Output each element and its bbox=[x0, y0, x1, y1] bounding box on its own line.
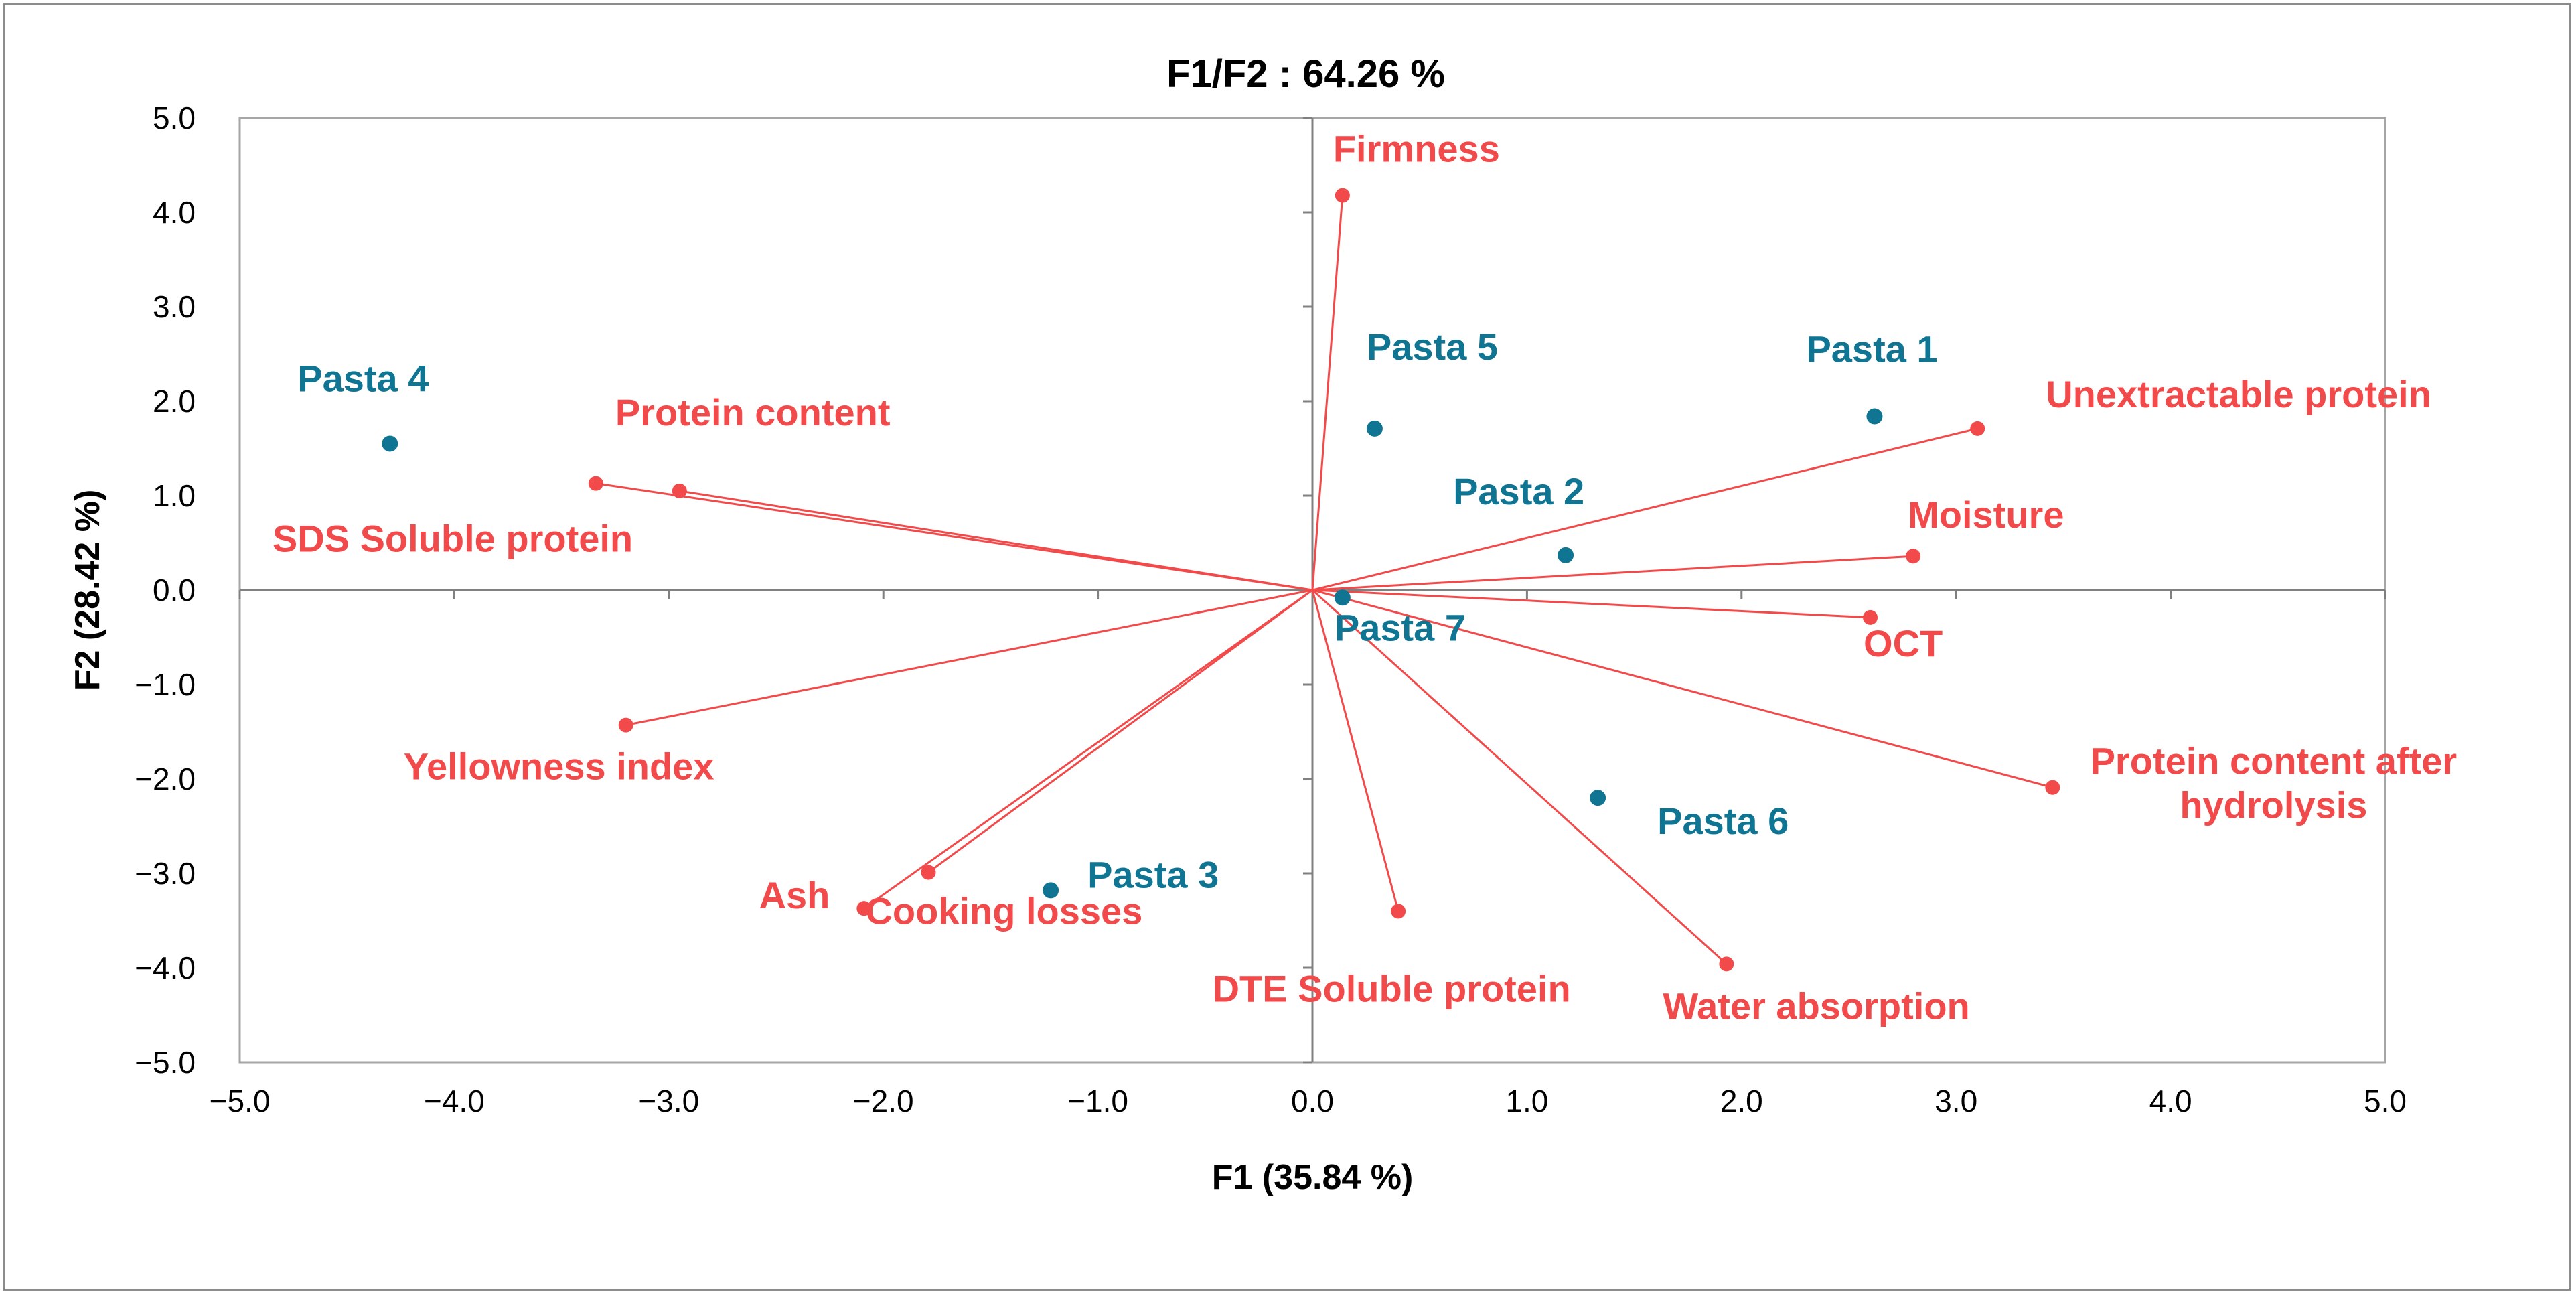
variable-point-yellowness-index bbox=[618, 717, 633, 733]
variable-vector-oct bbox=[1312, 589, 1871, 619]
variable-label-oct: OCT bbox=[1864, 622, 1943, 664]
x-tick-label: −5.0 bbox=[210, 1084, 271, 1119]
y-tick-label: 3.0 bbox=[153, 289, 196, 324]
observation-label-pasta-3: Pasta 3 bbox=[1087, 853, 1219, 895]
variable-label-yellowness-index: Yellowness index bbox=[404, 745, 714, 788]
y-tick-label: −4.0 bbox=[135, 950, 196, 985]
variable-point-protein-content bbox=[672, 483, 687, 498]
y-tick-label: −5.0 bbox=[135, 1045, 196, 1080]
observation-label-pasta-2: Pasta 2 bbox=[1453, 470, 1584, 512]
variable-point-cooking-losses bbox=[921, 865, 936, 880]
y-tick-label: 4.0 bbox=[153, 195, 196, 230]
x-tick-label: 0.0 bbox=[1291, 1084, 1334, 1119]
variable-vector-water-absorption bbox=[1311, 589, 1728, 965]
observation-label-pasta-4: Pasta 4 bbox=[297, 357, 429, 399]
x-tick-label: 3.0 bbox=[1935, 1084, 1977, 1119]
y-tick-label: −2.0 bbox=[135, 762, 196, 796]
variable-label-unextractable-protein: Unextractable protein bbox=[2046, 373, 2431, 415]
chart-frame bbox=[3, 3, 2571, 1291]
y-tick-label: 1.0 bbox=[153, 478, 196, 513]
variable-label-ash: Ash bbox=[759, 874, 830, 916]
observation-label-pasta-5: Pasta 5 bbox=[1367, 326, 1498, 368]
variable-point-water-absorption bbox=[1719, 956, 1734, 972]
observation-point-pasta-1 bbox=[1866, 408, 1883, 425]
x-tick-label: −2.0 bbox=[853, 1084, 914, 1119]
variable-vector-protein-content-after-hydrolysis bbox=[1312, 589, 2053, 789]
observation-point-pasta-7 bbox=[1334, 589, 1351, 606]
observation-point-pasta-4 bbox=[382, 435, 398, 452]
variable-point-oct bbox=[1863, 609, 1878, 625]
observation-point-pasta-5 bbox=[1366, 420, 1383, 437]
variable-label-cooking-losses: Cooking losses bbox=[865, 890, 1142, 932]
variable-label-sds-soluble-protein: SDS Soluble protein bbox=[273, 518, 633, 560]
observation-point-pasta-6 bbox=[1590, 790, 1606, 806]
x-tick-label: 5.0 bbox=[2364, 1084, 2407, 1119]
y-axis-title: F2 (28.42 %) bbox=[68, 490, 107, 691]
variable-vector-dte-soluble-protein bbox=[1311, 589, 1399, 912]
variable-point-ash bbox=[856, 901, 872, 916]
observation-label-pasta-1: Pasta 1 bbox=[1806, 328, 1937, 370]
x-tick-label: −4.0 bbox=[424, 1084, 485, 1119]
observation-label-pasta-6: Pasta 6 bbox=[1657, 800, 1789, 842]
variable-label-firmness: Firmness bbox=[1333, 128, 1500, 170]
variable-label-dte-soluble-protein: DTE Soluble protein bbox=[1213, 967, 1571, 1009]
variable-label-protein-content-after-hydrolysis: Protein content after hydrolysis bbox=[2091, 740, 2457, 826]
y-tick-label: 0.0 bbox=[153, 573, 196, 607]
variable-point-sds-soluble-protein bbox=[588, 476, 603, 491]
observation-point-pasta-3 bbox=[1043, 882, 1059, 899]
variable-point-moisture bbox=[1906, 549, 1921, 564]
variable-label-protein-content: Protein content bbox=[615, 391, 891, 433]
variable-vector-sds-soluble-protein bbox=[595, 482, 1313, 591]
x-tick-label: 2.0 bbox=[1720, 1084, 1763, 1119]
observation-label-pasta-7: Pasta 7 bbox=[1335, 606, 1466, 648]
variable-vector-firmness bbox=[1311, 195, 1344, 591]
variable-vector-cooking-losses bbox=[927, 589, 1313, 873]
y-tick-label: 2.0 bbox=[153, 384, 196, 419]
y-tick-label: 5.0 bbox=[153, 100, 196, 135]
observation-point-pasta-2 bbox=[1558, 547, 1574, 563]
chart-title: F1/F2 : 64.26 % bbox=[1166, 52, 1445, 96]
variable-vector-ash bbox=[863, 589, 1313, 910]
x-tick-label: −3.0 bbox=[638, 1084, 699, 1119]
x-axis-title: F1 (35.84 %) bbox=[1212, 1158, 1414, 1197]
variable-vector-moisture bbox=[1312, 555, 1914, 591]
variable-vector-yellowness-index bbox=[625, 589, 1313, 727]
y-tick-label: −1.0 bbox=[135, 667, 196, 702]
variable-label-moisture: Moisture bbox=[1908, 494, 2064, 536]
x-tick-label: −1.0 bbox=[1067, 1084, 1128, 1119]
variable-point-unextractable-protein bbox=[1970, 421, 1985, 436]
variable-point-firmness bbox=[1335, 188, 1350, 203]
x-tick-label: 4.0 bbox=[2149, 1084, 2192, 1119]
variable-label-water-absorption: Water absorption bbox=[1663, 985, 1969, 1027]
variable-point-protein-content-after-hydrolysis bbox=[2045, 780, 2060, 795]
variable-point-dte-soluble-protein bbox=[1391, 904, 1406, 919]
x-tick-label: 1.0 bbox=[1505, 1084, 1548, 1119]
variable-vector-unextractable-protein bbox=[1312, 427, 1978, 591]
y-tick-label: −3.0 bbox=[135, 856, 196, 891]
